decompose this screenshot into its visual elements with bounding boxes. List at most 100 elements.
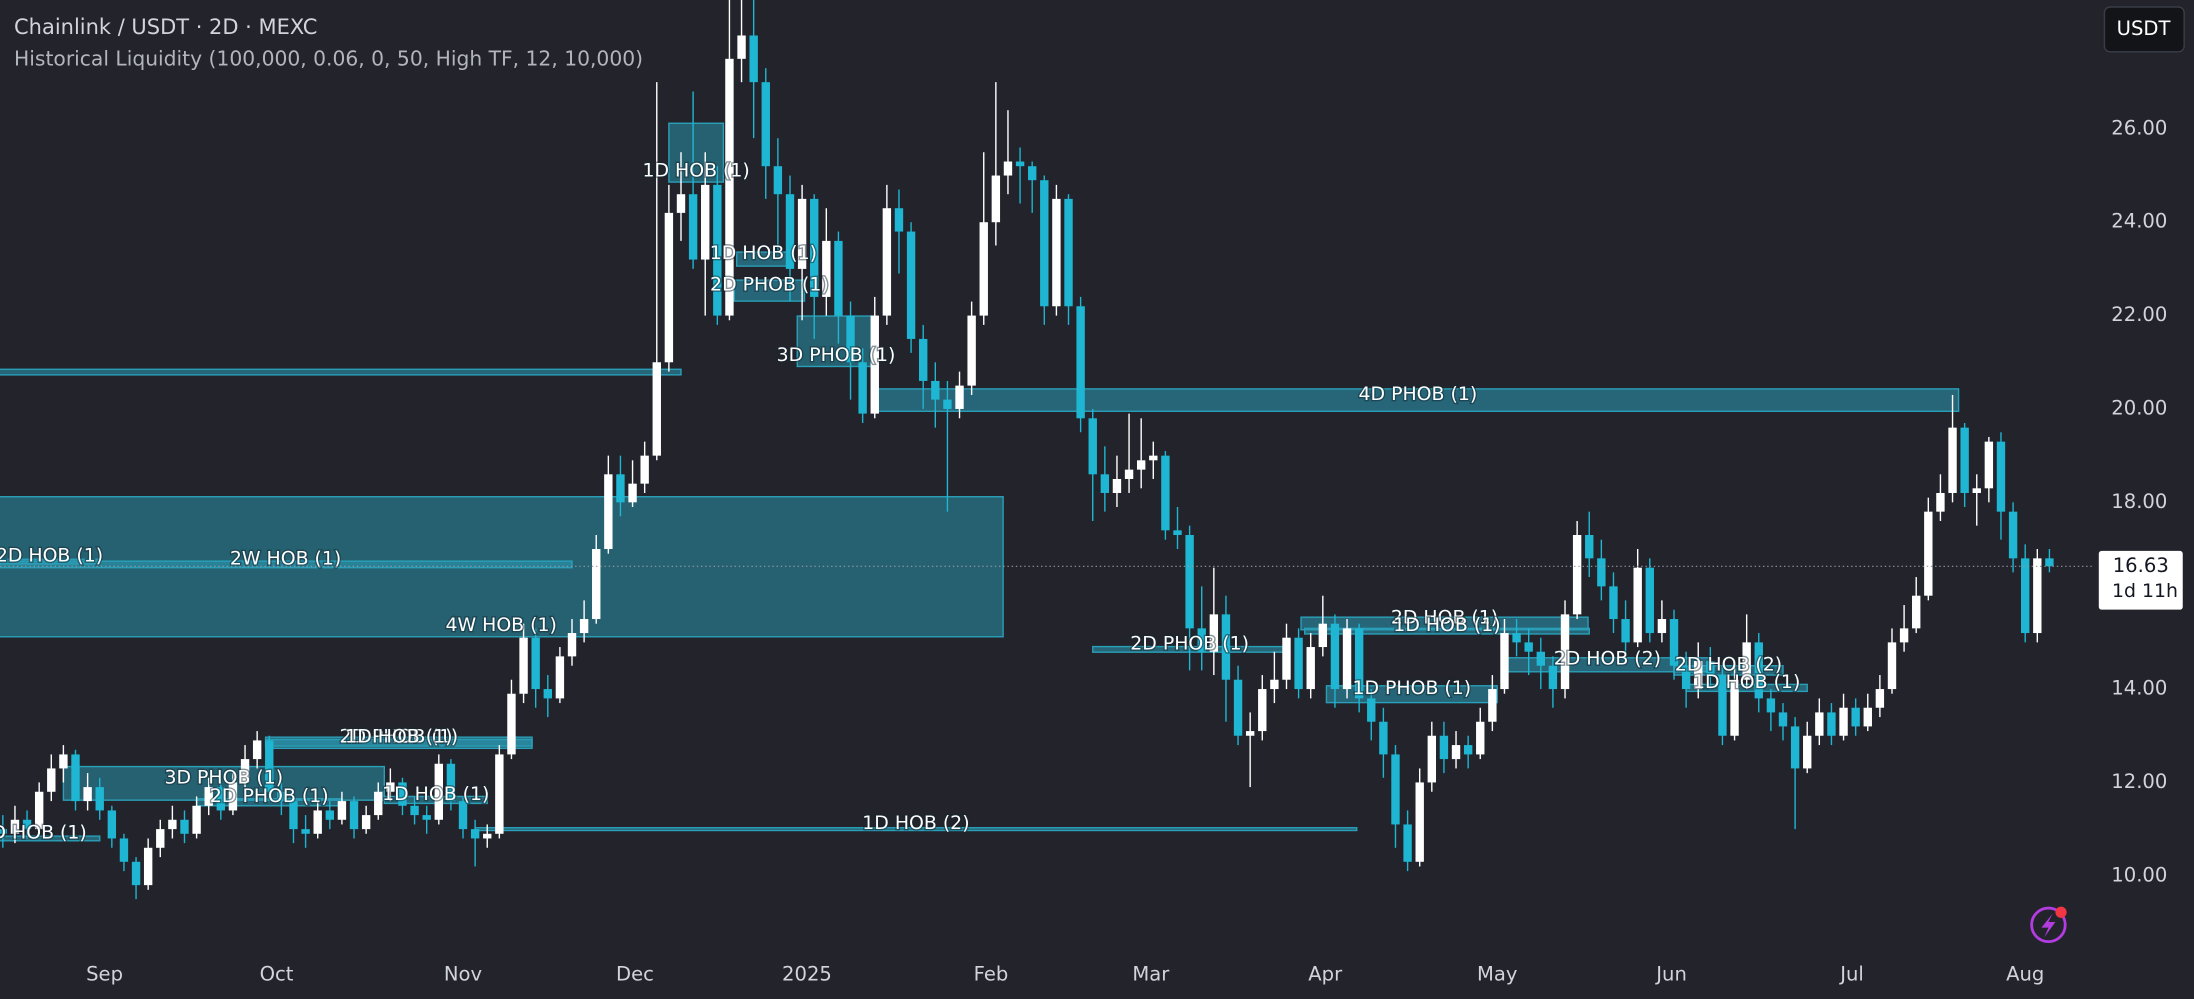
candle-body — [1015, 161, 1025, 167]
candle-body — [265, 740, 274, 792]
candle-body — [458, 801, 468, 830]
candle-body — [1476, 721, 1485, 755]
candle-body — [156, 829, 165, 848]
candle-body — [604, 474, 613, 550]
candle-body — [761, 82, 770, 167]
candle-body — [1318, 623, 1328, 648]
candle-body — [616, 474, 625, 503]
candle-body — [906, 231, 916, 339]
candle-body — [1379, 721, 1388, 755]
candle-body — [1330, 623, 1340, 690]
candle-body — [1100, 474, 1110, 493]
candle-body — [1984, 441, 1994, 489]
candle-body — [834, 240, 843, 316]
candle-body — [47, 768, 56, 792]
candle-body — [1076, 306, 1085, 419]
candle-body — [289, 801, 298, 830]
candle-body — [1088, 418, 1097, 475]
zone-label: 4W HOB (1) — [445, 614, 556, 636]
zone-label: 2D HOB (2) — [1675, 653, 1782, 675]
candle-body — [555, 656, 565, 699]
candle-body — [1270, 679, 1279, 690]
candle-body — [1681, 665, 1691, 690]
y-tick-label: 12.00 — [2111, 770, 2167, 793]
candle-body — [785, 194, 795, 269]
candle-body — [1415, 782, 1424, 862]
candle-body — [688, 194, 698, 260]
icon-bolt[interactable] — [2041, 913, 2056, 938]
x-tick-label: Dec — [616, 963, 654, 986]
candle-body — [1282, 637, 1291, 680]
candle-body — [483, 833, 492, 839]
candle-body — [1342, 628, 1352, 690]
countdown-label: 1d 11h — [2112, 580, 2178, 602]
candle-body — [967, 315, 976, 386]
candle-body — [1003, 161, 1013, 176]
candle-body — [1936, 492, 1945, 512]
candle-body — [1367, 698, 1376, 722]
y-tick-label: 10.00 — [2111, 863, 2167, 886]
liquidity-zone — [0, 368, 682, 376]
icon-dot[interactable] — [2055, 906, 2067, 918]
candle-body — [640, 455, 649, 484]
candle-body — [1718, 675, 1727, 736]
candle-body — [1052, 198, 1061, 307]
last-price-box — [2098, 550, 2183, 610]
candle-body — [1209, 614, 1219, 652]
candle-body — [204, 787, 213, 806]
candle-body — [1972, 488, 1981, 493]
candle-body — [543, 689, 552, 699]
chart-title: Chainlink / USDT · 2D · MEXC — [14, 15, 317, 39]
candle-body — [725, 58, 734, 316]
candle-body — [931, 380, 940, 400]
candle-body — [1463, 745, 1473, 755]
candle-body — [1912, 595, 1921, 629]
candle-body — [918, 338, 928, 381]
candle-body — [71, 754, 80, 802]
icon-ring[interactable] — [2030, 906, 2067, 944]
candle-body — [1875, 689, 1885, 708]
candle-body — [240, 759, 250, 783]
candle-body — [216, 787, 226, 811]
candle-body — [192, 805, 201, 834]
candle-body — [2033, 558, 2042, 634]
candle-body — [652, 362, 661, 456]
lightning-icon[interactable] — [2030, 906, 2067, 944]
candle-body — [713, 184, 722, 316]
currency-button-label[interactable]: USDT — [2117, 17, 2172, 40]
currency-button[interactable] — [2103, 6, 2185, 53]
zone-label: 1D HOB (1) — [710, 242, 817, 264]
y-tick-label: 22.00 — [2111, 303, 2167, 326]
x-tick-label: Mar — [1132, 963, 1170, 986]
candle-body — [1548, 665, 1558, 690]
zone-label: 1D HOB (1) — [1393, 614, 1500, 636]
zone-labels: 4W HOB (1)2W HOB (1)2D HOB (1)1D HOB (1)… — [0, 158, 1802, 845]
candle-body — [2021, 558, 2030, 634]
x-tick-label: May — [1477, 963, 1517, 986]
candle-body — [1645, 567, 1654, 634]
y-tick-label: 20.00 — [2111, 396, 2167, 419]
indicator-label: Historical Liquidity (100,000, 0.06, 0, … — [14, 47, 643, 71]
candle-body — [846, 315, 855, 363]
liquidity-zone — [796, 315, 876, 368]
candle-body — [1754, 642, 1763, 699]
candle-body — [1245, 731, 1255, 736]
candle-body — [1136, 460, 1146, 470]
candle-body — [579, 619, 589, 634]
candle-body — [1996, 441, 2006, 512]
candle-body — [1306, 647, 1315, 690]
candle-body — [749, 35, 758, 83]
candle-body — [143, 847, 153, 886]
candle-body — [567, 633, 577, 657]
candle-body — [434, 763, 443, 820]
candle-body — [1706, 661, 1715, 676]
candle-body — [1427, 735, 1437, 783]
candle-body — [519, 637, 528, 694]
zone-label: 3D PHOB (1) — [777, 344, 896, 366]
candle-body — [1597, 558, 1606, 587]
candle-body — [131, 861, 141, 886]
zone-label: 1D HOB (1) — [642, 159, 749, 181]
candle-body — [1572, 535, 1582, 615]
liquidity-zone — [668, 122, 725, 183]
candle-body — [1851, 707, 1860, 727]
